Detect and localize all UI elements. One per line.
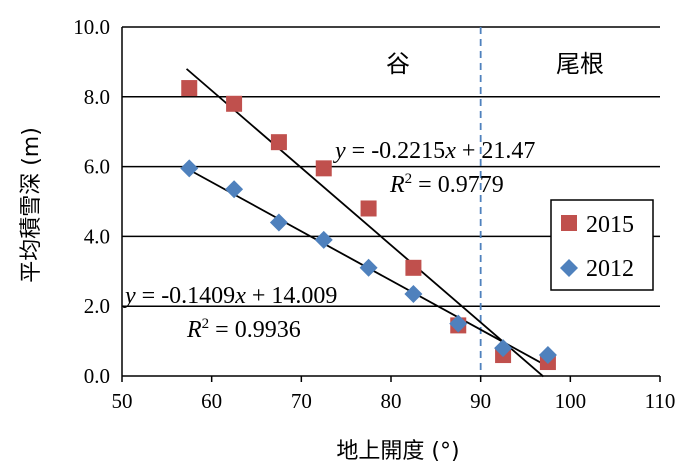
legend: 2015 2012 (550, 199, 654, 291)
y-tick-label: 10.0 (73, 15, 110, 39)
data-point-2012 (404, 284, 423, 303)
legend-marker-2012 (560, 259, 578, 277)
region-label-ridge: 尾根 (556, 50, 604, 78)
y-tick-label: 0.0 (84, 364, 110, 388)
data-point-2012 (359, 258, 378, 277)
data-point-2012 (449, 314, 468, 333)
marker-layer (180, 80, 557, 371)
y-tick-label: 2.0 (84, 294, 110, 318)
data-point-2015 (315, 160, 332, 177)
y-axis-title: 平均積雪深 (m) (19, 127, 44, 283)
r-squared-2015: R2 = 0.9779 (389, 171, 504, 198)
x-tick-label: 80 (381, 389, 402, 413)
x-axis-title: 地上開度 (°) (336, 439, 459, 464)
data-point-2015 (405, 259, 422, 276)
x-tick-label: 110 (645, 389, 676, 413)
data-point-2012 (314, 230, 333, 249)
data-point-2012 (538, 346, 557, 365)
x-tick-label: 70 (291, 389, 312, 413)
trendline-2015 (185, 68, 545, 378)
r-squared-2012: R2 = 0.9936 (186, 316, 301, 343)
x-tick-label: 50 (112, 389, 133, 413)
equation-2012: y = -0.1409x + 14.009 (123, 283, 337, 309)
data-point-2012 (494, 339, 513, 358)
data-point-2015 (226, 95, 243, 112)
legend-label-2012: 2012 (586, 256, 634, 282)
legend-marker-2015 (561, 215, 577, 231)
data-point-2015 (270, 134, 287, 151)
data-point-2015 (360, 200, 377, 217)
x-tick-label: 100 (555, 389, 587, 413)
y-tick-label: 4.0 (84, 224, 110, 248)
equation-2015: y = -0.2215x + 21.47 (333, 138, 535, 164)
y-tick-label: 6.0 (84, 155, 110, 179)
x-tick-label: 60 (201, 389, 222, 413)
data-point-2012 (180, 159, 199, 178)
region-label-valley: 谷 (386, 50, 410, 78)
data-point-2012 (225, 180, 244, 199)
y-tick-label: 8.0 (84, 85, 110, 109)
legend-label-2015: 2015 (586, 212, 634, 238)
axis-layer: 0.0 2.0 4.0 6.0 8.0 10.0 50 60 70 80 90 100 110 (73, 15, 675, 413)
x-tick-label: 90 (470, 389, 491, 413)
data-point-2012 (269, 213, 288, 232)
data-point-2015 (181, 80, 198, 97)
